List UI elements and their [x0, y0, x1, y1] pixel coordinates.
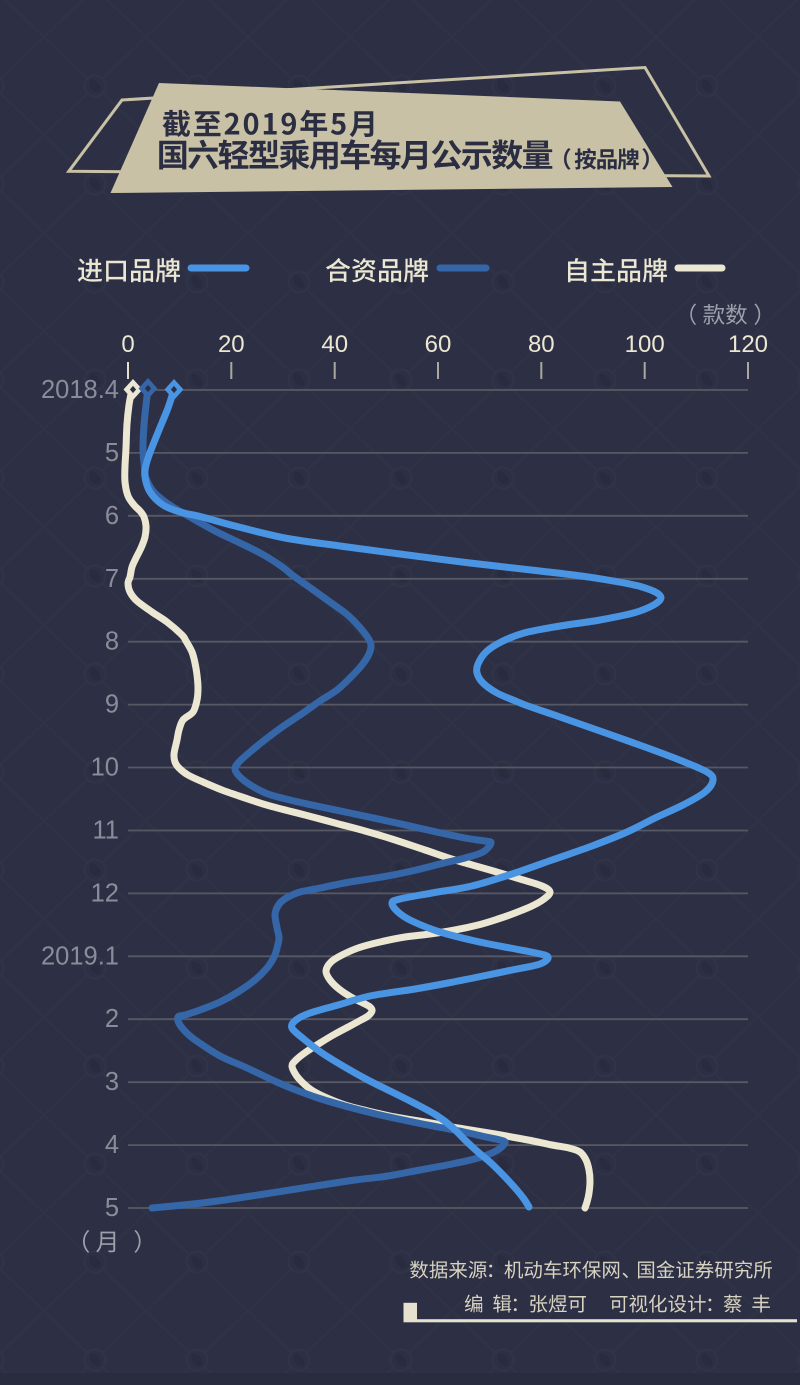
svg-text:6: 6	[105, 502, 119, 530]
svg-text:3: 3	[105, 1068, 119, 1096]
svg-text:10: 10	[91, 754, 119, 782]
svg-text:100: 100	[625, 331, 665, 358]
svg-text:8: 8	[105, 628, 119, 656]
svg-text:80: 80	[528, 331, 555, 358]
svg-text:40: 40	[321, 331, 348, 358]
svg-text:5: 5	[105, 1194, 119, 1222]
svg-text:9: 9	[105, 691, 119, 719]
svg-text:11: 11	[93, 817, 119, 845]
svg-text:2018.4: 2018.4	[41, 376, 119, 404]
svg-text:120: 120	[728, 331, 768, 358]
svg-text:12: 12	[91, 879, 119, 907]
svg-text:60: 60	[425, 331, 452, 358]
svg-text:2019.1: 2019.1	[41, 942, 119, 970]
svg-text:2: 2	[105, 1005, 119, 1033]
svg-text:4: 4	[105, 1131, 119, 1159]
svg-text:7: 7	[105, 565, 119, 593]
svg-text:20: 20	[218, 331, 245, 358]
svg-text:0: 0	[121, 331, 134, 358]
svg-text:5: 5	[105, 439, 119, 467]
